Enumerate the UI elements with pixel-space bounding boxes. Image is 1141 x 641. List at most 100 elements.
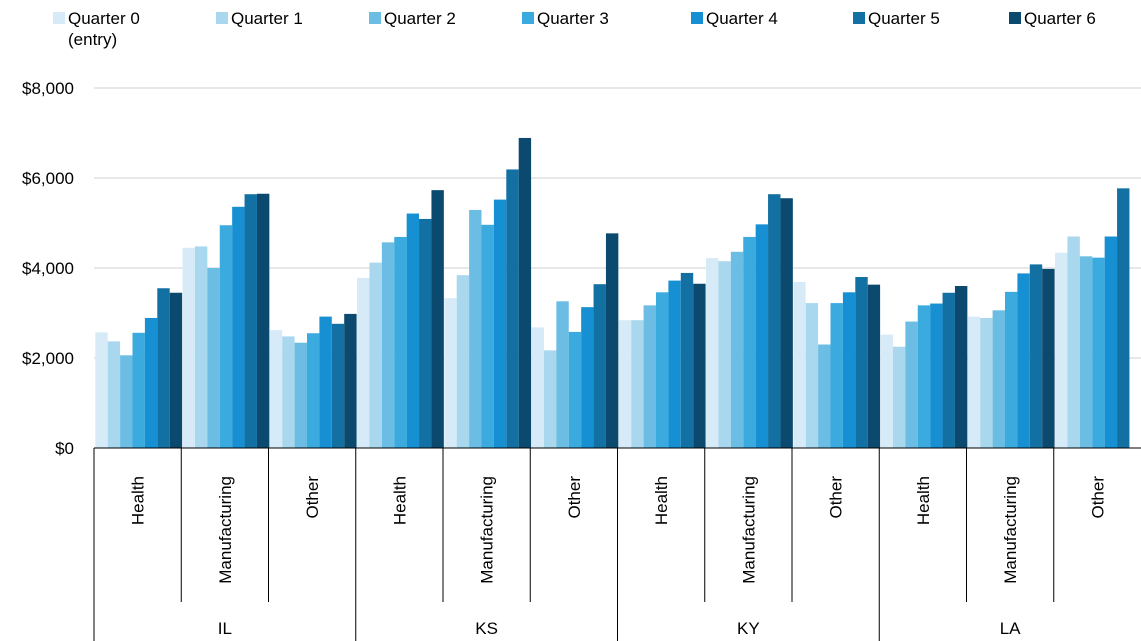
bar — [980, 317, 993, 448]
bar — [793, 281, 806, 448]
category-label: Health — [914, 476, 933, 525]
legend-swatch — [522, 12, 534, 24]
category-label: Manufacturing — [739, 476, 758, 584]
bar — [282, 336, 295, 448]
bar — [568, 331, 582, 448]
bar — [431, 190, 444, 448]
bar — [755, 224, 769, 448]
bar — [605, 233, 619, 448]
bar — [656, 292, 669, 448]
bar — [394, 236, 407, 448]
y-tick-label: $2,000 — [22, 349, 74, 368]
bar — [618, 320, 632, 448]
bar — [543, 350, 557, 448]
bar — [256, 193, 270, 448]
group-label: LA — [1000, 619, 1021, 638]
group-label: KY — [737, 619, 760, 638]
bar — [381, 242, 395, 448]
bar — [469, 209, 482, 448]
category-label: Other — [827, 476, 846, 519]
category-label: Manufacturing — [1001, 476, 1020, 584]
bar — [818, 344, 831, 448]
bar — [1042, 268, 1055, 448]
bar — [631, 320, 644, 448]
category-label: Other — [565, 476, 584, 519]
bar — [967, 316, 981, 448]
legend-label: Quarter 1 — [231, 9, 303, 28]
legend-swatch — [853, 12, 865, 24]
bar — [1079, 256, 1093, 448]
bar — [369, 262, 382, 448]
bar — [169, 292, 183, 448]
bar — [357, 277, 370, 448]
bar — [419, 218, 432, 448]
category-label: Health — [390, 476, 409, 525]
bar — [643, 305, 656, 448]
bar — [780, 198, 793, 448]
bar — [718, 261, 731, 448]
bar — [855, 277, 868, 448]
legend-label: Quarter 0 (entry) — [68, 9, 140, 49]
bar — [942, 292, 955, 448]
bar — [880, 334, 893, 448]
category-label: Manufacturing — [216, 476, 235, 584]
category-label: Health — [129, 476, 148, 525]
bar — [107, 341, 121, 448]
bar — [842, 292, 856, 448]
legend-label: Quarter 6 — [1024, 9, 1096, 28]
bar — [194, 246, 208, 448]
legend-swatch — [691, 12, 703, 24]
y-tick-label: $6,000 — [22, 169, 74, 188]
bar — [1092, 257, 1105, 448]
bar — [892, 346, 906, 448]
bar — [1029, 264, 1043, 448]
bar — [830, 303, 843, 448]
bar — [331, 323, 345, 448]
bar — [805, 303, 819, 448]
category-label: Other — [303, 476, 322, 519]
legend-swatch — [216, 12, 228, 24]
bar — [1104, 236, 1118, 448]
bar — [1117, 188, 1130, 448]
bar — [531, 327, 544, 448]
bar — [269, 330, 283, 448]
bar — [144, 317, 158, 448]
bar — [307, 333, 320, 448]
bar — [867, 284, 881, 448]
bar — [1067, 236, 1080, 448]
bar — [294, 342, 307, 448]
y-tick-label: $4,000 — [22, 259, 74, 278]
bar — [207, 268, 220, 448]
bar — [506, 169, 519, 448]
bar — [693, 283, 706, 448]
bar — [917, 305, 931, 448]
legend-swatch — [1009, 12, 1021, 24]
legend-label: Quarter 5 — [868, 9, 940, 28]
group-label: IL — [218, 619, 232, 638]
bar — [406, 213, 420, 448]
category-label: Other — [1088, 476, 1107, 519]
bar — [1017, 273, 1030, 448]
bar — [219, 225, 233, 448]
bar — [954, 286, 968, 448]
bar — [481, 224, 494, 448]
bar — [518, 137, 532, 448]
bar — [1055, 252, 1068, 448]
y-tick-label: $8,000 — [22, 79, 74, 98]
category-label: Manufacturing — [478, 476, 497, 584]
bar — [706, 258, 719, 448]
category-label: Health — [652, 476, 671, 525]
y-tick-label: $0 — [55, 439, 74, 458]
bar — [768, 194, 781, 448]
bar — [680, 272, 694, 448]
bar — [456, 275, 470, 448]
bar — [444, 298, 457, 448]
bar — [95, 332, 108, 448]
legend-swatch — [369, 12, 381, 24]
bar — [120, 355, 133, 448]
bar — [668, 280, 681, 448]
chart-legend: Quarter 0 (entry) Quarter 1 Quarter 2 Quarte… — [0, 0, 1141, 60]
legend-label: Quarter 2 — [384, 9, 456, 28]
bar — [232, 206, 245, 448]
